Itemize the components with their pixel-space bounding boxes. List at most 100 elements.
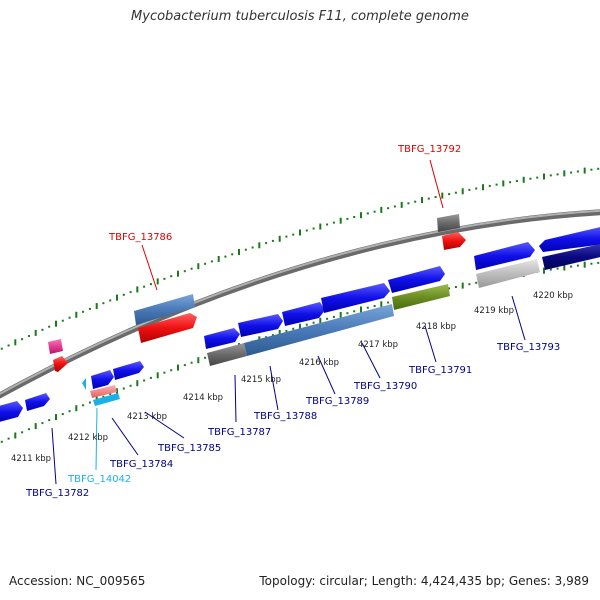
gene-red-small-left[interactable] xyxy=(53,356,68,372)
major-tick xyxy=(482,184,484,191)
gene-label-tbfg-13785[interactable]: TBFG_13785 xyxy=(157,443,221,454)
minor-tick xyxy=(170,369,173,372)
minor-tick xyxy=(332,221,335,224)
gene-label-tbfg-14042[interactable]: TBFG_14042 xyxy=(67,474,131,485)
gene-tbfg-13793-blue[interactable] xyxy=(474,242,535,270)
minor-tick xyxy=(509,181,512,184)
major-tick xyxy=(319,223,322,230)
gene-salmon[interactable] xyxy=(90,385,117,398)
minor-tick xyxy=(285,235,288,238)
minor-tick xyxy=(129,384,132,387)
minor-tick xyxy=(143,285,146,288)
minor-tick xyxy=(346,312,349,315)
minor-tick xyxy=(204,356,207,359)
gene-olive[interactable] xyxy=(392,284,450,310)
major-tick xyxy=(583,167,586,174)
gene-label-tbfg-13788[interactable]: TBFG_13788 xyxy=(253,411,317,422)
gene-tbfg-13791-blue[interactable] xyxy=(388,266,445,293)
gene-steel-long[interactable] xyxy=(244,304,394,356)
gene-navy[interactable] xyxy=(542,243,600,270)
minor-tick xyxy=(332,315,335,318)
minor-tick xyxy=(346,217,349,220)
minor-tick xyxy=(427,197,430,200)
gene-tbfg-13785[interactable] xyxy=(113,361,144,380)
major-tick xyxy=(55,414,57,421)
minor-tick xyxy=(590,168,593,171)
gene-lightgray[interactable] xyxy=(476,259,540,288)
leader-tbfg-13793 xyxy=(511,295,526,341)
major-tick xyxy=(543,173,545,180)
leader-tbfg-13786 xyxy=(141,244,158,291)
major-tick xyxy=(543,267,545,274)
leader-tbfg-14042 xyxy=(95,407,98,471)
gene-tbfg-13790-blue[interactable] xyxy=(321,283,390,313)
gene-blue-far-left[interactable] xyxy=(0,401,23,423)
gene-tbfg-13792-red[interactable] xyxy=(442,232,466,250)
gene-label-tbfg-13790[interactable]: TBFG_13790 xyxy=(353,381,417,392)
scale-label: 4214 kbp xyxy=(183,393,223,403)
minor-tick xyxy=(102,395,105,398)
gene-blue-left-2[interactable] xyxy=(25,393,50,411)
major-tick xyxy=(116,388,118,395)
major-tick xyxy=(136,286,139,293)
minor-tick xyxy=(570,171,573,174)
major-tick xyxy=(360,306,362,313)
gene-labels: TBFG_13782 TBFG_14042 TBFG_13784 TBFG_13… xyxy=(25,144,560,499)
major-tick xyxy=(380,301,383,308)
minor-tick xyxy=(7,344,10,347)
upper-strand-genes xyxy=(48,214,466,372)
scale-label: 4211 kbp xyxy=(11,454,51,464)
minor-tick xyxy=(88,307,91,310)
major-tick xyxy=(278,330,281,336)
gene-label-tbfg-13789[interactable]: TBFG_13789 xyxy=(305,396,369,407)
minor-tick xyxy=(82,310,85,313)
gene-label-tbfg-13792[interactable]: TBFG_13792 xyxy=(397,144,461,155)
minor-tick xyxy=(576,264,579,267)
gene-tbfg-13788-blue[interactable] xyxy=(238,314,283,337)
leader-tbfg-13784 xyxy=(111,417,139,456)
gene-label-tbfg-13782[interactable]: TBFG_13782 xyxy=(25,488,89,499)
minor-tick xyxy=(68,410,71,413)
gene-tbfg-13786-steel[interactable] xyxy=(134,294,195,325)
minor-tick xyxy=(251,246,254,249)
minor-tick xyxy=(468,283,471,286)
gene-tbfg-13789-blue[interactable] xyxy=(282,302,325,326)
genome-backbone-highlight xyxy=(0,209,600,395)
minor-tick xyxy=(183,364,186,367)
scale-labels: 4211 kbp 4212 kbp 4213 kbp 4214 kbp 4215… xyxy=(11,291,573,464)
major-tick xyxy=(319,317,322,324)
minor-tick xyxy=(122,387,125,390)
minor-tick xyxy=(204,262,207,265)
gene-pink-small[interactable] xyxy=(48,339,63,354)
gene-label-tbfg-13793[interactable]: TBFG_13793 xyxy=(496,342,560,353)
gene-label-tbfg-13787[interactable]: TBFG_13787 xyxy=(207,427,271,438)
minor-tick xyxy=(597,167,600,170)
gene-label-tbfg-13791[interactable]: TBFG_13791 xyxy=(408,365,472,376)
minor-tick xyxy=(353,216,356,218)
gene-tbfg-13787-blue[interactable] xyxy=(204,328,240,349)
gene-gray-lower[interactable] xyxy=(207,343,247,366)
gene-label-tbfg-13784[interactable]: TBFG_13784 xyxy=(109,459,173,470)
minor-tick xyxy=(515,180,518,182)
scale-label: 4215 kbp xyxy=(241,375,281,385)
minor-tick xyxy=(536,176,539,179)
minor-tick xyxy=(271,334,274,337)
gene-tbfg-13786-red[interactable] xyxy=(138,313,197,343)
minor-tick xyxy=(149,376,152,379)
major-tick xyxy=(502,180,505,187)
minor-tick xyxy=(448,287,451,290)
minor-tick xyxy=(41,328,44,331)
map-title: Mycobacterium tuberculosis F11, complete… xyxy=(131,9,469,24)
minor-tick xyxy=(224,255,227,258)
gene-label-tbfg-13786[interactable]: TBFG_13786 xyxy=(108,232,172,243)
gene-tbfg-13784[interactable] xyxy=(91,370,114,389)
minor-tick xyxy=(305,323,308,326)
minor-tick xyxy=(21,338,24,341)
gene-blue-right[interactable] xyxy=(539,226,600,252)
gene-cyan-tiny[interactable] xyxy=(82,378,86,390)
minor-tick xyxy=(414,200,417,203)
minor-tick xyxy=(597,261,600,264)
scale-label: 4218 kbp xyxy=(416,322,456,332)
gene-tbfg-13792-gray[interactable] xyxy=(437,214,460,232)
gene-tbfg-14042[interactable] xyxy=(93,393,120,406)
